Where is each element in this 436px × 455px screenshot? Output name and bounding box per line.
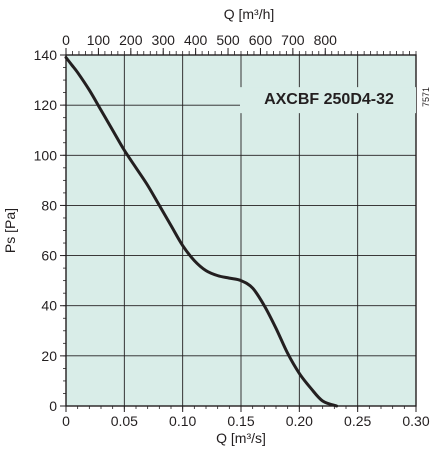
axis-labels: 0 0.05 0.10 0.15 0.20 0.25 0.30 0 20 40 60 80 100 120… [34,32,430,429]
x-tick-label: 0.25 [344,413,371,429]
x-tick-label: 0.30 [402,413,429,429]
top-tick-label: 600 [249,32,273,48]
series-layer [64,56,339,408]
figure-code: 7571 [421,87,431,107]
top-tick-label: 0 [62,32,70,48]
top-tick-label: 500 [216,32,240,48]
y-tick-label: 20 [41,348,57,364]
y-tick-label: 140 [34,47,58,63]
y-tick-label: 0 [49,398,57,414]
y-tick-label: 120 [34,97,58,113]
x-tick-label: 0.05 [111,413,138,429]
title-background [240,87,416,114]
top-axis-label: Q [m³/h] [224,6,275,22]
top-tick-label: 800 [314,32,338,48]
y-tick-label: 60 [41,248,57,264]
x-tick-label: 0.15 [227,413,254,429]
plot-frame [65,54,417,407]
x-tick-label: 0 [62,413,70,429]
top-tick-label: 100 [87,32,111,48]
chart-title: AXCBF 250D4-32 [264,91,394,108]
x-tick-label: 0.20 [286,413,313,429]
y-tick-label: 80 [41,197,57,213]
top-tick-label: 400 [184,32,208,48]
top-tick-label: 300 [152,32,176,48]
top-tick-label: 200 [119,32,143,48]
series-line [64,56,339,408]
x-tick-label: 0.10 [169,413,196,429]
y-axis-label: Ps [Pa] [2,208,18,253]
y-tick-label: 100 [34,147,58,163]
top-tick-label: 700 [281,32,305,48]
x-axis-label: Q [m³/s] [216,430,266,446]
y-tick-label: 40 [41,298,57,314]
